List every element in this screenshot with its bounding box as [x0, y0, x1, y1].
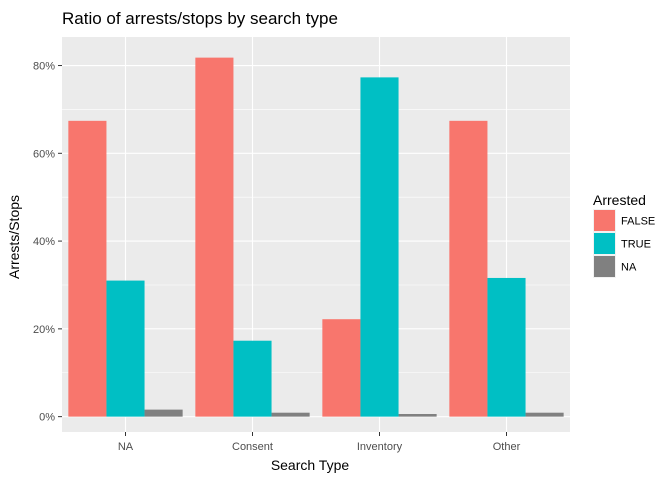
- bar-na-inventory: [398, 414, 437, 417]
- x-tick-label: Other: [493, 441, 521, 453]
- legend-swatch-true: [594, 233, 615, 254]
- bar-true-other: [487, 277, 526, 417]
- bar-true-inventory: [360, 77, 399, 417]
- legend-label: FALSE: [621, 216, 655, 228]
- bar-false-consent: [195, 57, 234, 417]
- bar-na-other: [525, 412, 564, 417]
- x-axis: NA Consent Inventory Other: [118, 432, 521, 453]
- bar-na-na: [144, 409, 183, 417]
- bar-na-consent: [271, 412, 310, 417]
- chart-title: Ratio of arrests/stops by search type: [62, 9, 338, 28]
- y-tick-label: 40%: [33, 236, 55, 248]
- legend-label: TRUE: [621, 239, 651, 251]
- legend-swatch-false: [594, 210, 615, 231]
- x-tick-label: Consent: [232, 441, 273, 453]
- bar-false-na: [68, 120, 107, 417]
- y-tick-label: 80%: [33, 61, 55, 73]
- legend: Arrested FALSE TRUE NA: [593, 192, 655, 278]
- legend-title: Arrested: [593, 192, 646, 208]
- bar-true-na: [106, 280, 145, 417]
- y-axis-title: Arrests/Stops: [6, 195, 22, 279]
- bar-false-inventory: [322, 319, 361, 417]
- bar-false-other: [449, 120, 488, 417]
- y-axis: 0% 20% 40% 60% 80%: [33, 61, 62, 424]
- legend-label: NA: [621, 262, 637, 274]
- x-tick-label: NA: [118, 441, 134, 453]
- bar-true-consent: [233, 340, 272, 417]
- y-tick-label: 20%: [33, 324, 55, 336]
- legend-swatch-na: [594, 256, 615, 277]
- x-tick-label: Inventory: [357, 441, 403, 453]
- x-axis-title: Search Type: [271, 457, 350, 473]
- bars: [68, 57, 564, 417]
- y-tick-label: 0%: [39, 412, 55, 424]
- y-tick-label: 60%: [33, 148, 55, 160]
